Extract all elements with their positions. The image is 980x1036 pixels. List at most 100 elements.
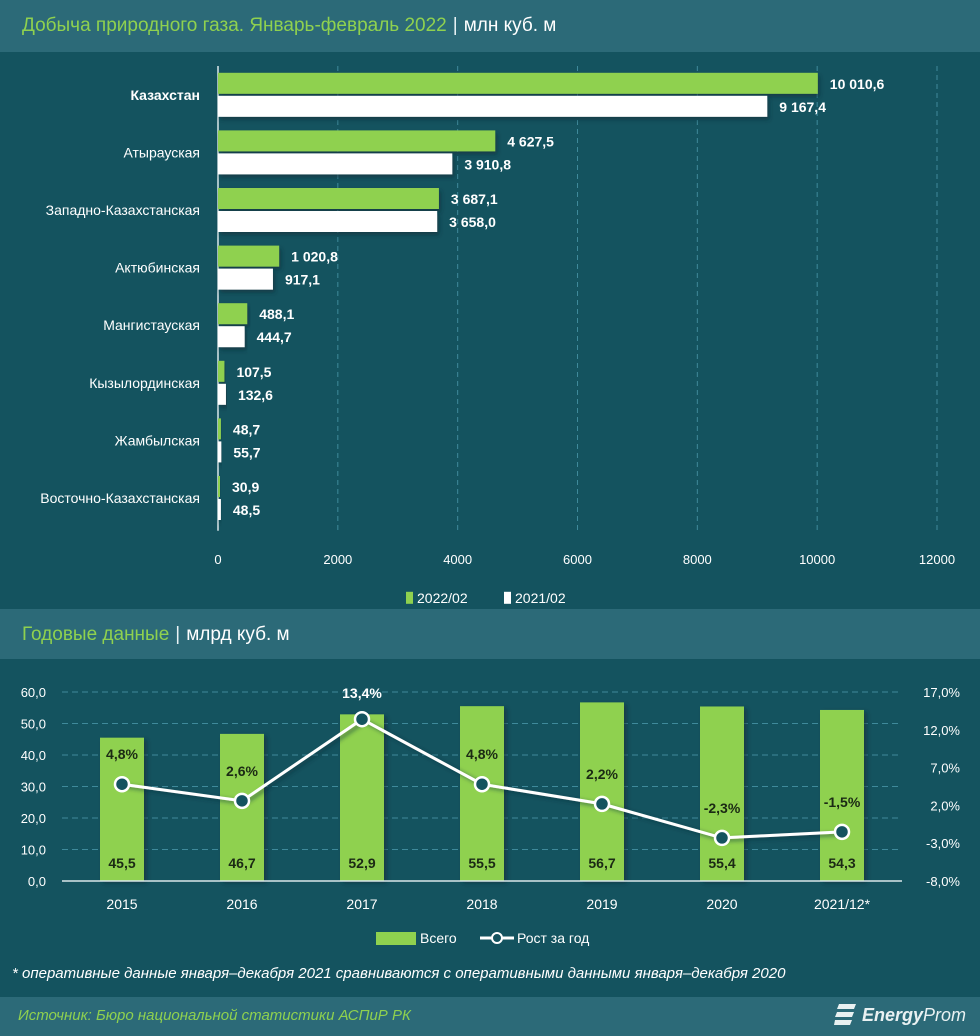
y-left-tick-label: 20,0 bbox=[21, 811, 46, 826]
bar-2022-02 bbox=[218, 418, 221, 440]
x-tick-label: 2015 bbox=[106, 896, 137, 912]
bar-2022-02 bbox=[218, 245, 280, 267]
energyprom-logo-icon bbox=[833, 1004, 856, 1025]
bar-2022-02 bbox=[218, 303, 248, 325]
y-left-tick-label: 30,0 bbox=[21, 780, 46, 795]
title-separator: | bbox=[175, 624, 181, 645]
x-tick-label: 10000 bbox=[799, 552, 835, 567]
x-tick-label: 2021/12* bbox=[814, 896, 871, 912]
data-label: 48,5 bbox=[233, 502, 260, 518]
data-label: 3 910,8 bbox=[464, 156, 511, 172]
chart2-title-text: Годовые данные bbox=[22, 624, 170, 645]
category-label: Жамбылская bbox=[115, 432, 200, 448]
bar-2021-02 bbox=[218, 383, 226, 405]
x-tick-label: 2000 bbox=[323, 552, 352, 567]
growth-label: 4,8% bbox=[106, 746, 138, 762]
header-band-1: Добыча природного газа. Январь-февраль 2… bbox=[0, 0, 980, 52]
data-label: 48,7 bbox=[233, 421, 260, 437]
y-left-tick-label: 40,0 bbox=[21, 748, 46, 763]
data-label: 10 010,6 bbox=[830, 76, 885, 92]
data-label: 1 020,8 bbox=[291, 249, 338, 265]
bar-2022-02 bbox=[218, 360, 225, 382]
bar-total bbox=[820, 709, 864, 881]
growth-label: 13,4% bbox=[342, 685, 382, 701]
legend-swatch bbox=[406, 591, 413, 604]
bar-total bbox=[580, 702, 624, 881]
source-text: Источник: Бюро национальной статистики А… bbox=[18, 1007, 411, 1024]
x-tick-label: 2020 bbox=[706, 896, 737, 912]
footnote: * оперативные данные января–декабря 2021… bbox=[12, 965, 786, 982]
x-tick-label: 6000 bbox=[563, 552, 592, 567]
growth-point bbox=[233, 792, 251, 810]
y-left-tick-label: 50,0 bbox=[21, 717, 46, 732]
bar-2021-02 bbox=[218, 95, 768, 117]
data-label: 488,1 bbox=[259, 306, 294, 322]
chart2-unit: млрд куб. м bbox=[186, 624, 290, 645]
bar-2022-02 bbox=[218, 130, 496, 152]
data-label: 444,7 bbox=[257, 329, 292, 345]
category-label: Кызылординская bbox=[89, 375, 200, 391]
growth-label: 4,8% bbox=[466, 746, 498, 762]
bar-2022-02 bbox=[218, 72, 818, 94]
category-label: Мангистауская bbox=[103, 317, 200, 333]
y-right-tick-label: 7,0% bbox=[930, 761, 960, 776]
y-right-tick-label: 17,0% bbox=[923, 685, 960, 700]
growth-point bbox=[833, 823, 851, 841]
y-right-tick-label: 2,0% bbox=[930, 798, 960, 813]
growth-label: -2,3% bbox=[704, 800, 741, 816]
legend-swatch-total bbox=[376, 932, 416, 945]
category-label: Атырауская bbox=[123, 144, 200, 160]
growth-point bbox=[113, 775, 131, 793]
y-right-tick-label: -3,0% bbox=[926, 836, 960, 851]
bar-2021-02 bbox=[218, 211, 438, 232]
data-label: 3 658,0 bbox=[449, 214, 496, 230]
bar-value-label: 55,5 bbox=[468, 855, 495, 871]
footer-band: Источник: Бюро национальной статистики А… bbox=[0, 997, 980, 1036]
combo-bar-line-chart: 45,5 46,7 52,9 55,5 56,7 55,4 54,3 4,8% 2,6% 13,4… bbox=[21, 685, 961, 946]
x-tick-label: 12000 bbox=[919, 552, 955, 567]
energyprom-logo: Energy Prom bbox=[833, 1004, 966, 1026]
x-tick-label: 0 bbox=[214, 552, 221, 567]
data-label: 30,9 bbox=[232, 479, 259, 495]
growth-point bbox=[713, 829, 731, 847]
growth-label: -1,5% bbox=[824, 794, 861, 810]
x-tick-label: 2019 bbox=[586, 896, 617, 912]
title-separator: | bbox=[452, 15, 458, 36]
x-tick-label: 2016 bbox=[226, 896, 257, 912]
bar-2022-02 bbox=[218, 476, 220, 497]
legend-label: 2021/02 bbox=[515, 590, 566, 606]
logo-text-light: Prom bbox=[922, 1004, 966, 1025]
bar-value-label: 54,3 bbox=[828, 855, 855, 871]
y-left-tick-label: 0,0 bbox=[28, 874, 46, 889]
bar-2021-02 bbox=[218, 153, 453, 175]
bar-2021-02 bbox=[218, 441, 222, 463]
data-label: 917,1 bbox=[285, 272, 320, 288]
category-label: Восточно-Казахстанская bbox=[40, 490, 200, 506]
data-label: 3 687,1 bbox=[451, 191, 498, 207]
category-label: Западно-Казахстанская bbox=[46, 202, 200, 218]
bar-total bbox=[100, 737, 144, 881]
bar-2021-02 bbox=[218, 268, 273, 290]
x-tick-label: 4000 bbox=[443, 552, 472, 567]
data-label: 55,7 bbox=[233, 444, 260, 460]
chart1-title: Добыча природного газа. Январь-февраль 2… bbox=[22, 15, 556, 37]
data-label: 107,5 bbox=[236, 364, 271, 380]
chart2-title: Годовые данные | млрд куб. м bbox=[22, 624, 290, 646]
x-tick-label: 8000 bbox=[683, 552, 712, 567]
data-label: 4 627,5 bbox=[507, 133, 554, 149]
x-tick-label: 2017 bbox=[346, 896, 377, 912]
bar-value-label: 52,9 bbox=[348, 855, 375, 871]
y-left-tick-label: 60,0 bbox=[21, 685, 46, 700]
growth-point bbox=[473, 775, 491, 793]
growth-label: 2,2% bbox=[586, 766, 618, 782]
chart1-title-text: Добыча природного газа. Январь-февраль 2… bbox=[22, 15, 447, 36]
bar-value-label: 56,7 bbox=[588, 855, 615, 871]
data-label: 9 167,4 bbox=[779, 99, 826, 115]
category-label: Казахстан bbox=[130, 87, 200, 103]
legend-swatch bbox=[504, 591, 511, 604]
horizontal-bar-chart: 10 010,69 167,4 4 627,5 3 910,8 3 687,1 3 65… bbox=[40, 66, 955, 606]
legend-label: Всего bbox=[420, 930, 457, 946]
bar-total bbox=[460, 706, 504, 881]
bar-2021-02 bbox=[218, 326, 245, 348]
bar-value-label: 45,5 bbox=[108, 855, 135, 871]
